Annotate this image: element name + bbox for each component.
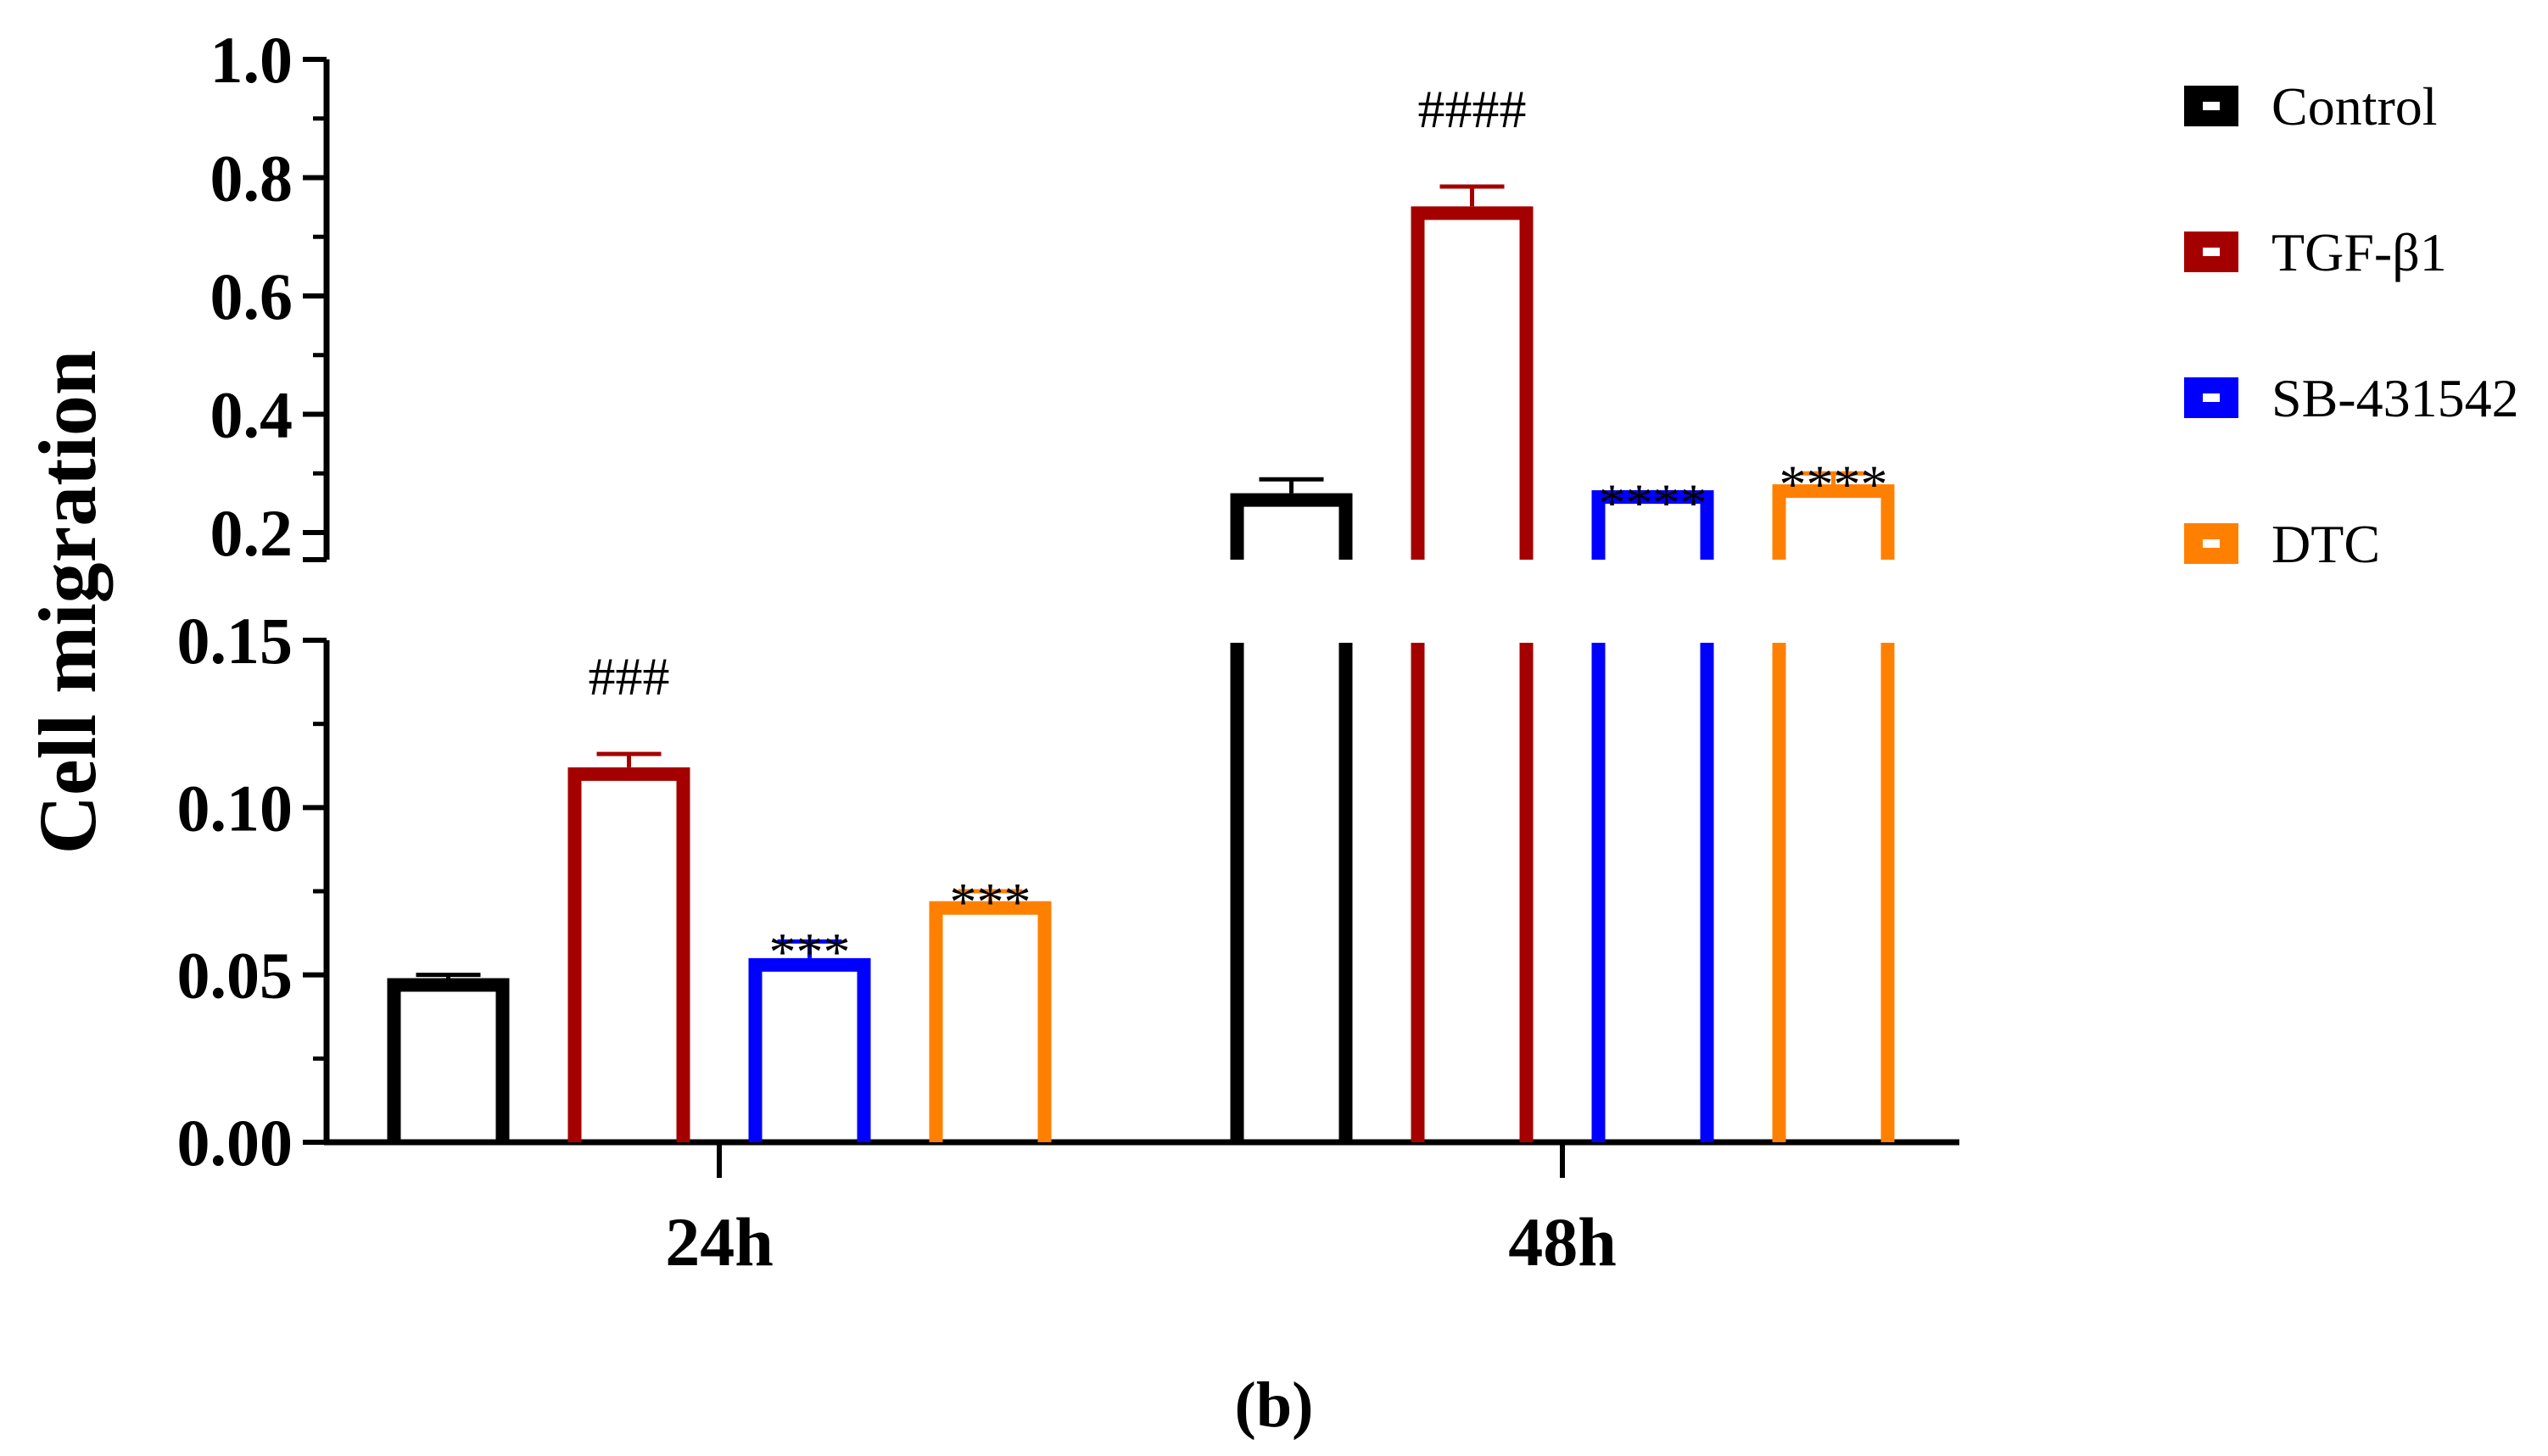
bar-dtc-48h (1772, 471, 1895, 1142)
bar-dtc-24h (929, 889, 1052, 1142)
y-tick-label: 0.00 (177, 1106, 293, 1180)
bar-sb-431542-24h (748, 939, 871, 1142)
y-axis-label: Cell migration (22, 350, 113, 855)
legend-item-dtc: DTC (2184, 514, 2380, 574)
legend-label: DTC (2271, 514, 2380, 574)
y-tick-label: 0.15 (177, 604, 293, 678)
significance-mark: *** (950, 872, 1031, 932)
y-tick-label: 1.0 (210, 23, 293, 97)
significance-mark: **** (1780, 454, 1888, 514)
y-tick-label: 0.4 (210, 378, 293, 452)
legend-item-tgf-1: TGF-β1 (2184, 222, 2447, 282)
legend-swatch-inner (2203, 539, 2220, 548)
bar-control-48h (1230, 477, 1353, 1142)
significance-mark: ### (589, 646, 670, 706)
legend-swatch-inner (2203, 393, 2220, 402)
x-category-label: 48h (1508, 1203, 1617, 1280)
legend-item-sb-431542: SB-431542 (2184, 368, 2519, 428)
legend-label: TGF-β1 (2271, 222, 2447, 282)
bar (929, 901, 1052, 1142)
y-tick-label: 0.8 (210, 142, 293, 215)
y-tick-label: 0.6 (210, 259, 293, 333)
bar-upper (1772, 484, 1895, 560)
y-tick-label: 0.10 (177, 771, 293, 845)
bar (387, 978, 510, 1142)
panel-label: (b) (1235, 1370, 1314, 1441)
bar-tgf-1-48h (1411, 184, 1534, 1142)
x-category-label: 24h (665, 1203, 774, 1280)
bar-sb-431542-48h (1591, 490, 1714, 1142)
legend: Control TGF-β1 SB-431542 DTC (2184, 76, 2519, 574)
y-tick-label: 0.2 (210, 496, 293, 570)
bar-tgf-1-24h (567, 751, 690, 1142)
significance-mark: #### (1418, 79, 1527, 139)
bar (567, 767, 690, 1142)
significance-annotations: ### *** *** #### **** **** (589, 79, 1888, 982)
bar-control-24h (387, 973, 510, 1142)
legend-swatch-inner (2203, 248, 2220, 256)
axes: 0.00 0.05 0.10 0.15 0.2 0.4 0.6 0.8 1.0 24h 48h (177, 23, 1959, 1280)
legend-label: Control (2271, 76, 2438, 137)
significance-mark: **** (1599, 473, 1707, 533)
bar-upper (1591, 490, 1714, 560)
bars (387, 184, 1895, 1142)
bar (748, 957, 871, 1142)
legend-swatch-inner (2203, 102, 2220, 110)
y-tick-label: 0.05 (177, 939, 293, 1013)
legend-label: SB-431542 (2271, 368, 2519, 428)
bar-upper (1411, 206, 1534, 560)
legend-item-control: Control (2184, 76, 2438, 137)
significance-mark: *** (769, 922, 851, 982)
bar-upper (1230, 493, 1353, 560)
